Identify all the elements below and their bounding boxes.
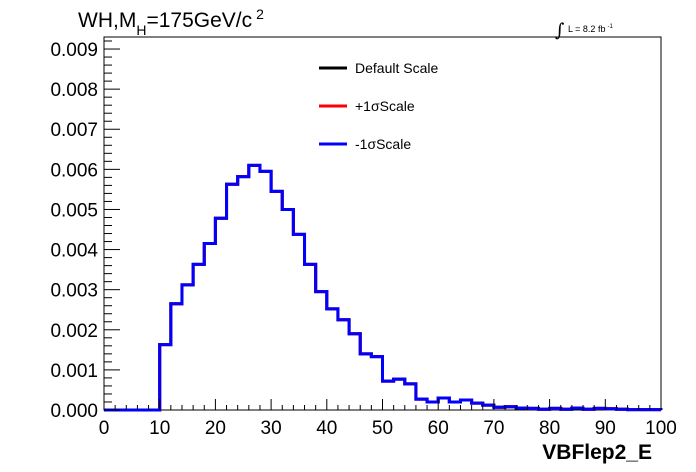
x-tick-label: 60 <box>428 418 449 439</box>
y-tick-label: 0.005 <box>50 200 98 221</box>
y-tick-label: 0.003 <box>50 281 98 302</box>
x-tick-label: 100 <box>645 418 677 439</box>
y-tick-label: 0.001 <box>50 361 98 382</box>
x-tick-label: 10 <box>149 418 170 439</box>
chart-title: WH,MH=175GeV/c 2 <box>78 6 264 38</box>
legend-label-2: -1σScale <box>355 136 411 152</box>
x-tick-label: 30 <box>261 418 282 439</box>
y-tick-label: 0.007 <box>50 120 98 141</box>
y-tick-label: 0.002 <box>50 321 98 342</box>
legend-label-0: Default Scale <box>355 60 438 76</box>
y-tick-label: 0.006 <box>50 160 98 181</box>
x-tick-label: 90 <box>595 418 616 439</box>
integral-sign: ∫ <box>555 20 565 41</box>
y-tick-label: 0.004 <box>50 241 98 262</box>
y-tick-label: 0.000 <box>50 401 98 422</box>
series-line-2 <box>104 163 663 412</box>
x-tick-label: 80 <box>539 418 560 439</box>
y-tick-label: 0.009 <box>50 40 98 61</box>
legend: Default Scale +1σScale -1σScale <box>319 60 438 152</box>
legend-label-1: +1σScale <box>355 98 415 114</box>
x-tick-label: 20 <box>205 418 226 439</box>
luminosity-label: L = 8.2 fb -1 <box>568 24 613 34</box>
x-tick-label: 50 <box>372 418 393 439</box>
x-axis-label: VBFlep2_E <box>542 441 652 464</box>
x-tick-label: 70 <box>483 418 504 439</box>
y-tick-label: 0.008 <box>50 80 98 101</box>
axis-layer: 0 10 20 30 40 50 60 70 80 90 100 0.000 0.001 0.002 0.0… <box>50 40 676 439</box>
x-tick-label: 40 <box>316 418 337 439</box>
x-tick-label: 0 <box>99 418 110 439</box>
series-layer <box>104 163 663 412</box>
